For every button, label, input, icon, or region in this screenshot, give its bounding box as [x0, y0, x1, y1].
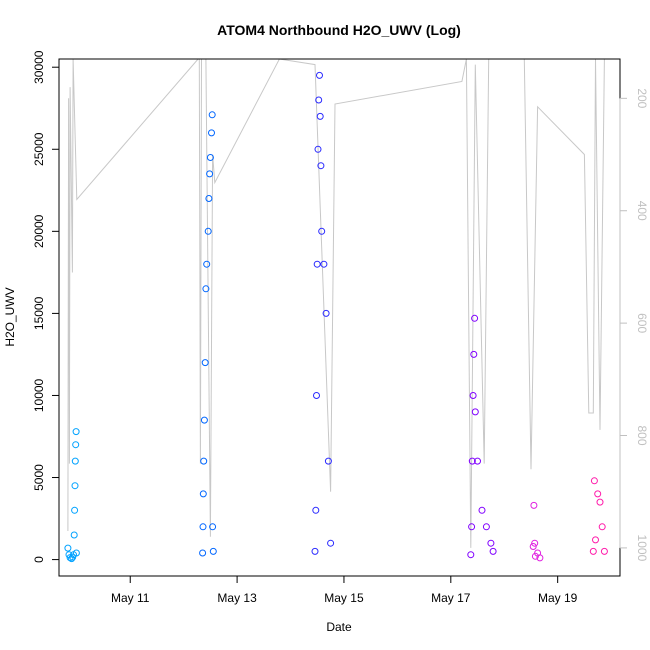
data-point	[205, 195, 213, 202]
data-point	[312, 506, 320, 514]
data-point	[531, 539, 539, 547]
series-2-group	[311, 71, 335, 555]
data-point	[468, 523, 476, 531]
x-tick-label: May 17	[431, 591, 471, 605]
y2-tick-label: 800	[635, 425, 649, 445]
y-tick-label: 5000	[32, 464, 46, 491]
data-point	[70, 531, 78, 539]
y2-axis: 200 400 600 800 1000	[619, 88, 649, 562]
data-point	[589, 547, 597, 555]
data-point	[324, 457, 332, 465]
series-3-group	[467, 314, 497, 559]
data-point	[471, 408, 479, 416]
x-axis-label: Date	[326, 620, 352, 634]
data-point	[316, 112, 324, 120]
data-point	[68, 555, 76, 563]
y-axis: 0 5000 10000 15000 20000 25000 30000	[32, 50, 60, 563]
data-point	[467, 551, 475, 559]
series-4-group	[529, 501, 544, 562]
data-point	[206, 154, 214, 161]
data-point	[72, 441, 80, 449]
x-tick-label: May 19	[538, 591, 578, 605]
data-point	[200, 457, 208, 465]
chart-title: ATOM4 Northbound H2O_UWV (Log)	[217, 22, 461, 38]
y2-tick-label: 400	[635, 201, 649, 221]
pressure-line-layer	[67, 58, 605, 548]
data-point	[469, 392, 477, 399]
plot-frame	[58, 58, 621, 577]
x-tick-label: May 15	[324, 591, 364, 605]
data-point	[487, 539, 495, 547]
data-point	[313, 260, 321, 268]
data-point	[474, 457, 481, 465]
series-5-group	[589, 477, 608, 555]
y-axis-label: H2O_UWV	[3, 287, 17, 346]
data-point	[64, 544, 72, 552]
data-point	[208, 129, 215, 137]
data-point	[482, 523, 490, 531]
data-point	[199, 549, 207, 557]
y-tick-label: 0	[32, 556, 46, 563]
data-point	[592, 536, 599, 544]
data-point	[206, 170, 214, 178]
series-0-group	[64, 428, 80, 563]
y2-tick-label: 200	[635, 88, 649, 108]
data-point	[594, 490, 602, 498]
x-axis: May 11 May 13 May 15 May 17 May 19	[111, 575, 578, 605]
y-tick-label: 20000	[32, 214, 46, 248]
data-point	[596, 498, 604, 506]
y-tick-label: 25000	[32, 132, 46, 166]
data-point	[316, 71, 323, 79]
y-tick-label: 30000	[32, 50, 46, 84]
data-point	[208, 111, 216, 119]
data-point	[320, 260, 328, 268]
data-point	[314, 145, 322, 153]
data-point	[204, 227, 212, 235]
points-layer	[64, 71, 608, 563]
pressure-series-line	[67, 58, 605, 548]
series-1-group	[199, 111, 217, 557]
data-point	[318, 227, 326, 235]
data-point	[600, 547, 608, 555]
x-tick-label: May 13	[217, 591, 257, 605]
data-point	[201, 359, 209, 367]
data-point	[199, 490, 207, 498]
data-point	[471, 314, 479, 322]
data-point	[71, 457, 79, 465]
data-point	[202, 285, 210, 293]
y-tick-label: 10000	[32, 378, 46, 412]
data-point	[530, 501, 538, 509]
x-tick-label: May 11	[111, 591, 150, 605]
data-point	[199, 523, 207, 531]
data-point	[529, 543, 537, 550]
y2-tick-label: 1000	[635, 535, 649, 562]
data-point	[598, 523, 606, 531]
data-point	[327, 539, 335, 547]
y2-tick-label: 600	[635, 313, 649, 333]
data-point	[489, 547, 497, 555]
data-point	[322, 309, 330, 317]
data-point	[536, 554, 544, 562]
data-point	[203, 260, 211, 268]
data-point	[313, 392, 320, 399]
data-point	[315, 96, 323, 104]
data-point	[200, 416, 208, 424]
data-point	[468, 457, 476, 465]
data-point	[311, 547, 319, 555]
data-point	[317, 162, 325, 170]
data-point	[209, 523, 217, 531]
data-point	[71, 482, 79, 490]
data-point	[72, 428, 80, 436]
data-point	[209, 547, 217, 555]
y-tick-label: 15000	[32, 296, 46, 330]
data-point	[71, 506, 79, 514]
data-point	[470, 350, 478, 358]
data-point	[590, 477, 598, 485]
data-point	[72, 549, 80, 557]
data-point	[478, 506, 486, 514]
